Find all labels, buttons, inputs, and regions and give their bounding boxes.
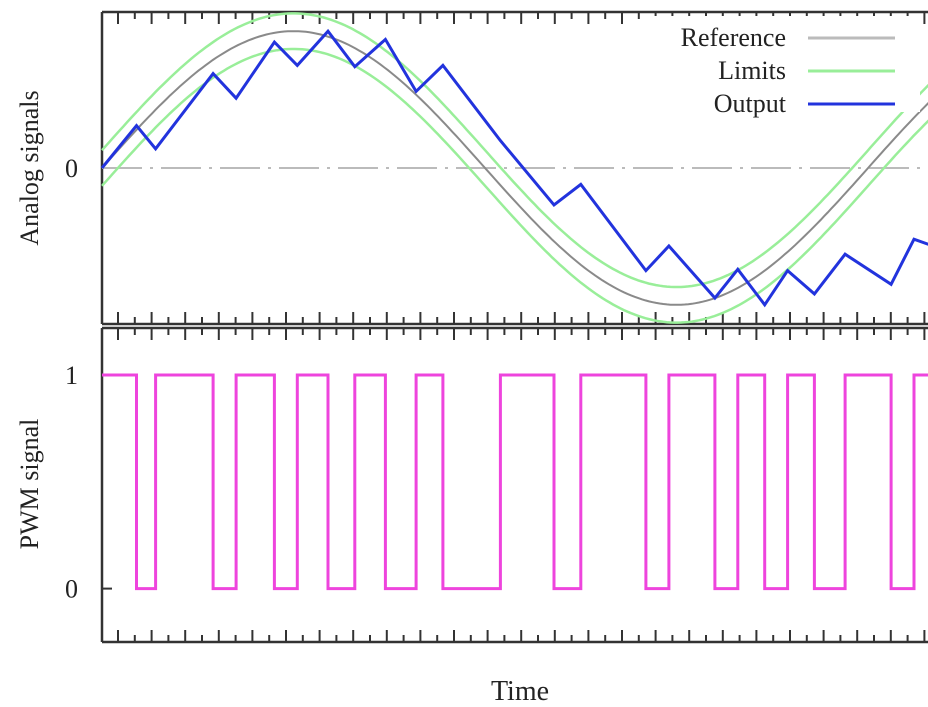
legend-label-reference: Reference (681, 23, 786, 52)
legend-label-output: Output (714, 89, 787, 118)
time-axis-label: Time (491, 676, 549, 707)
legend-label-limits: Limits (718, 56, 786, 85)
legend-bg-0 (640, 16, 920, 46)
output-line (100, 28, 928, 308)
limits-lower-line (101, 47, 928, 324)
limits-upper-line (101, 12, 928, 289)
legend-bg-2 (640, 82, 920, 112)
pwm-signal-panel: 10 (65, 326, 928, 644)
legend-bg-1 (640, 49, 920, 79)
pwm-line (102, 373, 928, 591)
analog-signals-panel: 0 Reference Limits Output (65, 10, 928, 326)
reference-line (101, 30, 928, 306)
analog-ytick-label-0: 0 (65, 154, 78, 183)
pwm-ytick-label-0: 1 (65, 361, 78, 390)
pwm-signal-axis-label: PWM signal (15, 419, 44, 550)
pwm-ytick-label-1: 0 (65, 575, 78, 604)
analog-signals-axis-label: Analog signals (15, 90, 44, 245)
